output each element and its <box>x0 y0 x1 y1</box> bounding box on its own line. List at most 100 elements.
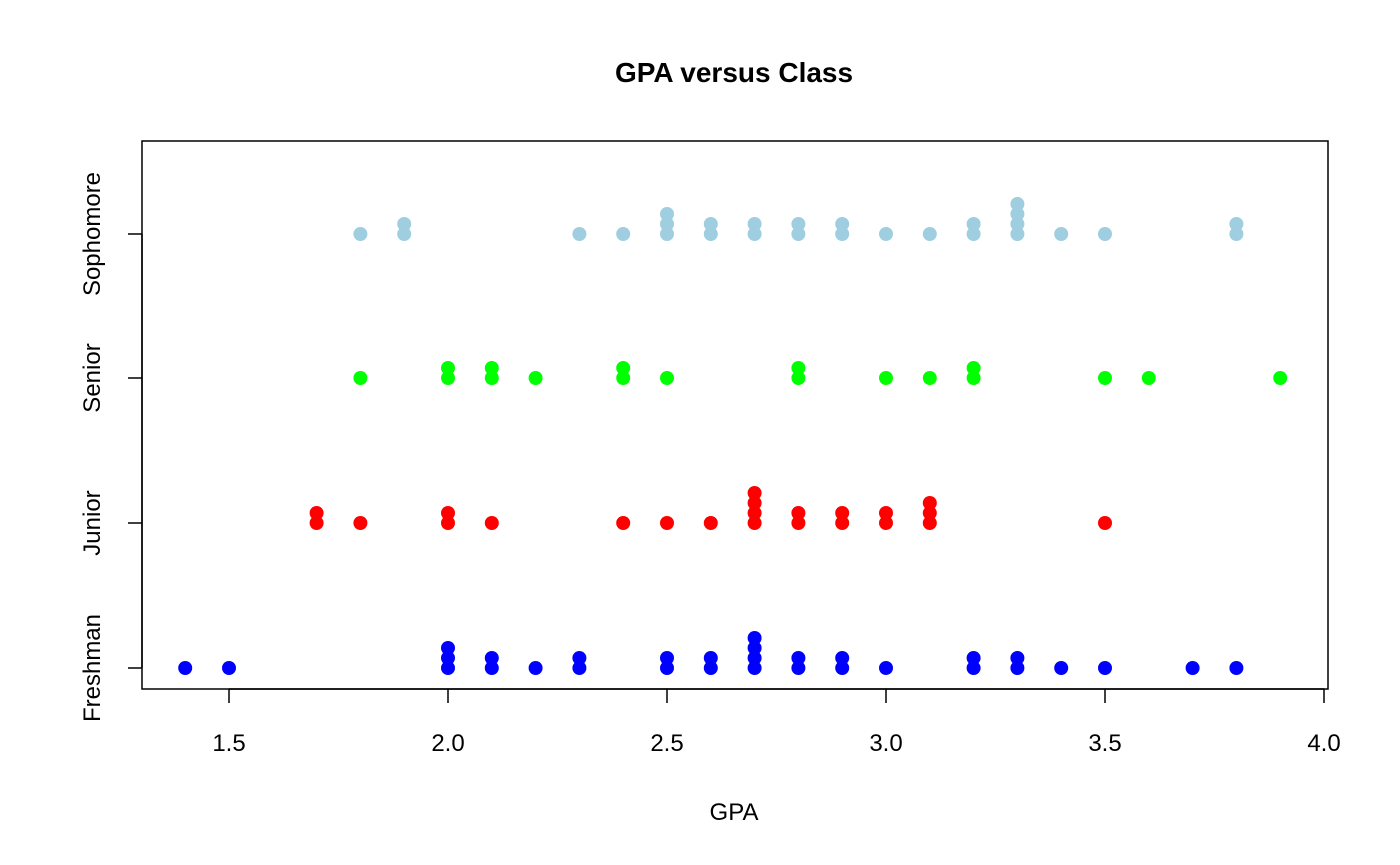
data-point <box>791 361 806 375</box>
data-point <box>1098 227 1112 241</box>
y-tick-label: Sophomore <box>79 172 106 296</box>
data-point <box>922 516 937 530</box>
data-point <box>441 371 455 385</box>
data-point <box>572 227 587 241</box>
data-point <box>222 661 236 675</box>
data-point <box>966 361 981 375</box>
data-point <box>660 207 674 221</box>
data-point <box>879 227 893 241</box>
data-point <box>1185 661 1200 675</box>
y-tick-label: Senior <box>79 343 106 412</box>
data-point <box>616 227 631 241</box>
data-point <box>703 661 718 675</box>
data-point <box>747 486 762 500</box>
data-point <box>966 661 981 675</box>
x-axis: 1.5 2.0 2.5 3.0 3.5 4.0 <box>212 688 1341 757</box>
data-point <box>572 661 587 675</box>
x-tick-label: 1.5 <box>212 730 245 757</box>
data-point <box>747 641 762 655</box>
data-point <box>1098 661 1112 675</box>
data-point <box>791 506 806 520</box>
data-point <box>616 361 631 375</box>
data-point <box>791 661 806 675</box>
x-tick-label: 2.0 <box>431 730 464 757</box>
data-point <box>1229 217 1244 231</box>
data-point <box>441 506 455 520</box>
data-point <box>1054 661 1069 675</box>
data-point <box>747 631 762 645</box>
data-point <box>353 371 368 385</box>
data-point <box>835 227 850 241</box>
data-point <box>966 371 981 385</box>
data-point <box>660 651 674 665</box>
data-point <box>703 516 718 530</box>
data-point <box>747 217 762 231</box>
x-axis-label: GPA <box>710 799 759 826</box>
data-point <box>747 227 762 241</box>
data-point <box>353 227 368 241</box>
data-point <box>1010 207 1025 221</box>
data-point <box>353 516 368 530</box>
data-point <box>966 651 981 665</box>
data-point <box>660 371 674 385</box>
data-point <box>1273 371 1288 385</box>
data-point <box>484 371 499 385</box>
data-point <box>441 641 455 655</box>
x-tick-label: 2.5 <box>650 730 683 757</box>
data-point <box>966 227 981 241</box>
chart-title: GPA versus Class <box>615 57 853 88</box>
data-point <box>1098 371 1112 385</box>
data-point <box>791 516 806 530</box>
x-tick-label: 3.0 <box>869 730 902 757</box>
data-point <box>1098 516 1112 530</box>
data-point <box>572 651 587 665</box>
data-point <box>835 661 850 675</box>
data-point <box>1010 661 1025 675</box>
data-point <box>1054 227 1069 241</box>
data-point <box>835 516 850 530</box>
data-points <box>178 197 1288 675</box>
data-point <box>441 361 455 375</box>
data-point <box>791 227 806 241</box>
data-point <box>528 371 543 385</box>
data-point <box>484 361 499 375</box>
data-point <box>1010 651 1025 665</box>
data-point <box>879 661 893 675</box>
plot-frame <box>141 140 1329 690</box>
data-point <box>747 651 762 665</box>
data-point <box>922 227 937 241</box>
data-point <box>616 371 631 385</box>
data-point <box>791 371 806 385</box>
data-point <box>1229 661 1244 675</box>
data-point <box>922 371 937 385</box>
data-point <box>528 661 543 675</box>
data-point <box>922 506 937 520</box>
data-point <box>879 506 893 520</box>
data-point <box>660 217 674 231</box>
data-point <box>747 661 762 675</box>
data-point <box>747 496 762 510</box>
data-point <box>791 651 806 665</box>
data-point <box>966 217 981 231</box>
data-point <box>484 516 499 530</box>
data-point <box>1141 371 1156 385</box>
data-point <box>703 217 718 231</box>
y-axis: Freshman Junior Senior Sophomore <box>79 172 143 722</box>
data-point <box>660 661 674 675</box>
data-point <box>441 516 455 530</box>
data-point <box>791 217 806 231</box>
data-point <box>178 661 193 675</box>
data-point <box>879 516 893 530</box>
data-point <box>616 516 631 530</box>
data-point <box>484 661 499 675</box>
data-point <box>747 516 762 530</box>
data-point <box>835 506 850 520</box>
data-point <box>1010 197 1025 211</box>
data-point <box>660 516 674 530</box>
data-point <box>1010 227 1025 241</box>
data-point <box>309 516 324 530</box>
data-point <box>703 227 718 241</box>
data-point <box>397 217 412 231</box>
data-point <box>441 661 455 675</box>
